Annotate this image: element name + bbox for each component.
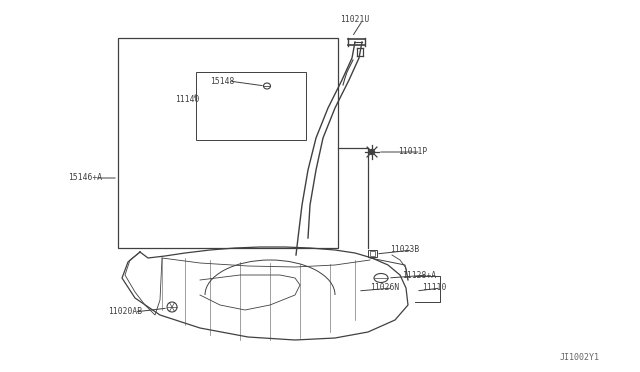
Text: 11110: 11110 (422, 283, 446, 292)
Text: 11140: 11140 (175, 96, 200, 105)
Text: 11011P: 11011P (398, 148, 428, 157)
Text: 11026N: 11026N (370, 283, 399, 292)
Text: 15146+A: 15146+A (68, 173, 102, 183)
Text: 11128+A: 11128+A (402, 270, 436, 279)
Text: 11020AB: 11020AB (108, 308, 142, 317)
Text: 11023B: 11023B (390, 246, 419, 254)
Bar (370, 251, 375, 256)
Circle shape (369, 150, 374, 154)
Bar (196, 72, 306, 140)
Text: JI1002Y1: JI1002Y1 (560, 353, 600, 362)
Bar (368, 250, 377, 257)
Text: 15148: 15148 (210, 77, 234, 86)
Bar (118, 38, 338, 248)
Text: 11021U: 11021U (340, 16, 369, 25)
